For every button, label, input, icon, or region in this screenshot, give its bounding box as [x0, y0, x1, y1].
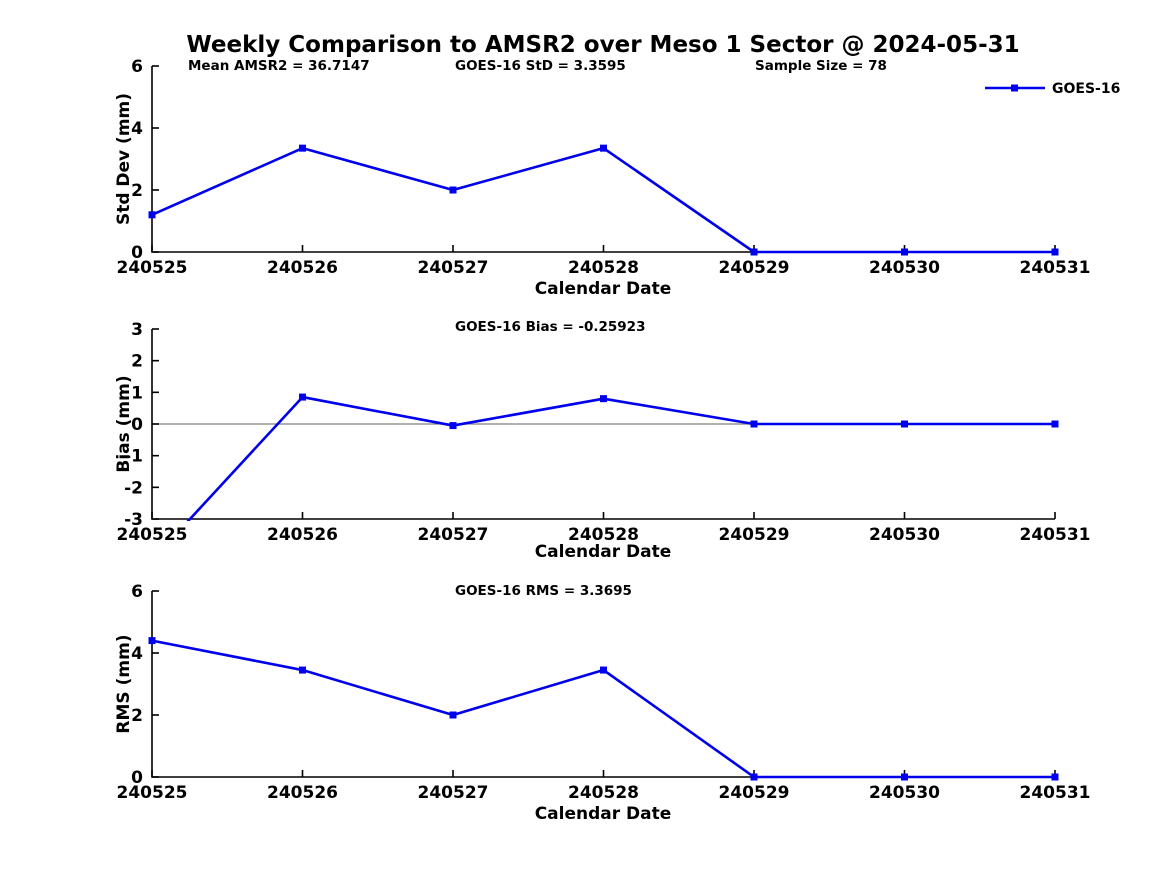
y-tick-label: 1: [131, 383, 143, 403]
y-axis-label-stddev: Std Dev (mm): [114, 93, 134, 225]
y-tick-label: -3: [124, 510, 143, 530]
x-tick-label: 240530: [869, 783, 940, 803]
y-tick-label: 2: [131, 181, 143, 201]
annotation-goes16-std: GOES-16 StD = 3.3595: [455, 58, 626, 74]
x-tick-label: 240526: [267, 525, 338, 545]
y-tick-label: 0: [131, 415, 143, 435]
data-point-marker: [299, 144, 306, 152]
series-line-goes16: [151, 146, 1055, 254]
x-tick-label: 240526: [267, 783, 338, 803]
x-tick-label: 240530: [869, 525, 940, 545]
x-tick-label: 240526: [267, 258, 338, 278]
x-tick-label: 240530: [869, 258, 940, 278]
annotation-sample-size: Sample Size = 78: [755, 58, 887, 74]
x-tick-label: 240531: [1020, 525, 1091, 545]
data-point-marker: [299, 393, 306, 401]
data-point-marker: [449, 186, 457, 194]
data-point-marker: [148, 637, 156, 645]
x-tick-label: 240525: [117, 783, 188, 803]
data-point-marker: [1051, 420, 1059, 428]
axis-spines: [151, 66, 1055, 253]
x-tick-label: 240529: [719, 783, 790, 803]
chart-bias: Bias (mm) Calendar Date GOES-16 Bias = -…: [114, 319, 1090, 562]
y-axis-label-bias: Bias (mm): [114, 375, 134, 472]
x-axis-label-bias: Calendar Date: [535, 542, 672, 562]
x-tick-label: 240531: [1020, 783, 1091, 803]
data-point-marker: [901, 420, 908, 428]
chart-std-dev: Std Dev (mm) Calendar Date Mean AMSR2 = …: [114, 57, 1120, 299]
annotation-goes16-rms: GOES-16 RMS = 3.3695: [455, 583, 632, 599]
y-tick-label: 0: [131, 768, 143, 788]
data-point-marker: [148, 211, 156, 219]
x-tick-label: 240528: [568, 258, 639, 278]
data-point-marker: [600, 666, 607, 674]
plot-area-bias: -3 -2 -1 0 1 2 3 240525 240526 240527 240528 240529…: [117, 320, 1091, 545]
figure-title: Weekly Comparison to AMSR2 over Meso 1 S…: [186, 32, 1019, 58]
data-point-marker: [750, 420, 758, 428]
x-tick-label: 240525: [117, 258, 188, 278]
x-tick-label: 240528: [568, 525, 639, 545]
y-tick-label: -1: [124, 447, 143, 467]
x-tick-label: 240527: [418, 258, 489, 278]
x-tick-label: 240528: [568, 783, 639, 803]
y-tick-label: -2: [124, 478, 143, 498]
y-tick-label: 6: [131, 57, 143, 77]
y-axis-label-rms: RMS (mm): [114, 634, 134, 733]
data-point-marker: [901, 773, 908, 781]
x-tick-label: 240531: [1020, 258, 1091, 278]
data-point-marker: [449, 422, 457, 430]
y-tick-label: 2: [131, 706, 143, 726]
data-point-marker: [299, 666, 306, 674]
annotation-goes16-bias: GOES-16 Bias = -0.25923: [455, 319, 645, 335]
x-axis-label-rms: Calendar Date: [535, 804, 672, 824]
data-point-marker: [901, 248, 908, 256]
plot-area-stddev: 0 2 4 6 240525 240526 240527 240528 240529 240530…: [117, 57, 1091, 278]
legend-marker-icon: [1011, 84, 1018, 92]
plot-area-rms: 0 2 4 6 240525 240526 240527 240528 240529 240530…: [117, 582, 1091, 803]
x-tick-label: 240527: [418, 525, 489, 545]
data-point-marker: [600, 144, 607, 152]
data-point-marker: [750, 773, 758, 781]
y-tick-label: 0: [131, 243, 143, 263]
y-tick-label: 6: [131, 582, 143, 602]
data-point-marker: [1051, 773, 1059, 781]
annotation-mean-amsr2: Mean AMSR2 = 36.7147: [188, 58, 370, 74]
series-line-goes16: [151, 639, 1055, 779]
data-point-marker: [449, 711, 457, 719]
x-tick-label: 240527: [418, 783, 489, 803]
data-point-marker: [600, 395, 607, 403]
y-tick-label: 4: [131, 119, 143, 139]
y-tick-label: 3: [131, 320, 143, 340]
chart-rms: RMS (mm) Calendar Date GOES-16 RMS = 3.3…: [114, 582, 1090, 824]
data-point-marker: [1051, 248, 1059, 256]
y-tick-label: 2: [131, 352, 143, 372]
axis-spines: [151, 591, 1055, 778]
legend-label: GOES-16: [1052, 81, 1120, 97]
legend: GOES-16: [985, 81, 1120, 97]
data-point-marker: [750, 248, 758, 256]
y-tick-label: 4: [131, 644, 143, 664]
x-axis-label-stddev: Calendar Date: [535, 279, 672, 299]
x-tick-label: 240529: [719, 525, 790, 545]
x-tick-label: 240529: [719, 258, 790, 278]
x-tick-label: 240525: [117, 525, 188, 545]
